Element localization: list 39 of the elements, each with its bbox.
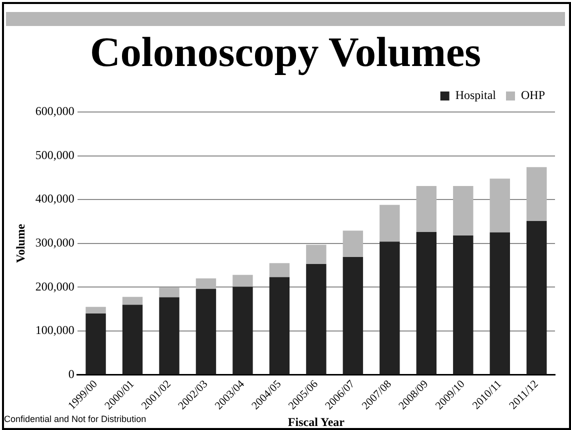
bar [122, 296, 143, 305]
bar [86, 306, 106, 314]
legend-label: OHP [520, 88, 546, 102]
bar [342, 256, 364, 374]
bar [490, 178, 510, 232]
bar [342, 230, 364, 257]
bar [196, 278, 216, 289]
bar [453, 186, 474, 236]
chart-title: Colonoscopy Volumes [89, 30, 482, 76]
bar [269, 263, 290, 278]
bar [86, 313, 106, 374]
y-tick-label: 500,000 [35, 148, 74, 162]
x-axis-title: Fiscal Year [288, 414, 346, 429]
y-tick-label: 300,000 [35, 236, 74, 250]
legend-label: Hospital [455, 88, 497, 102]
bar [232, 274, 253, 287]
bar [306, 244, 326, 264]
y-tick-label: 100,000 [35, 323, 74, 338]
bar [526, 221, 547, 374]
y-tick-label: 200,000 [35, 279, 74, 294]
y-axis-title: Volume [13, 223, 28, 263]
y-tick-label: 600,000 [35, 104, 74, 118]
bar [416, 186, 437, 232]
bar [269, 277, 290, 374]
bar [232, 286, 253, 374]
bar [306, 264, 326, 374]
bar [453, 236, 474, 374]
text: Confidential and Not for Distribution [4, 414, 146, 424]
bar [490, 232, 510, 374]
bar [159, 288, 180, 298]
bar [380, 204, 400, 242]
y-tick-label: 0 [68, 366, 74, 381]
y-tick-label: 400,000 [35, 192, 74, 206]
bar [416, 232, 437, 374]
bar [526, 167, 547, 222]
bar [196, 288, 216, 374]
bar [380, 242, 400, 374]
bar [159, 297, 180, 374]
bar [122, 304, 143, 374]
